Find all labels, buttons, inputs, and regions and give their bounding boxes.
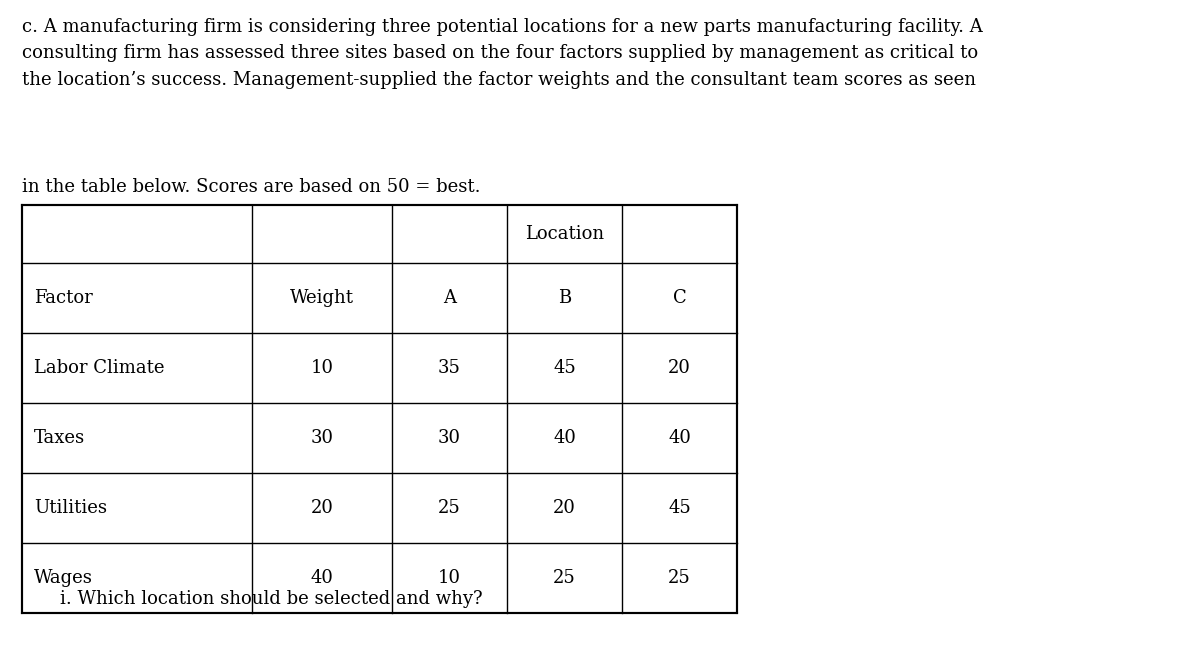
- Text: C: C: [673, 289, 686, 307]
- Text: 40: 40: [668, 429, 691, 447]
- Text: 20: 20: [668, 359, 691, 377]
- Text: Wages: Wages: [34, 569, 92, 587]
- Text: i. Which location should be selected and why?: i. Which location should be selected and…: [60, 590, 482, 608]
- Text: 25: 25: [438, 499, 461, 517]
- Text: 30: 30: [438, 429, 461, 447]
- Text: Utilities: Utilities: [34, 499, 107, 517]
- Text: 10: 10: [311, 359, 334, 377]
- Text: Weight: Weight: [290, 289, 354, 307]
- Text: 25: 25: [553, 569, 576, 587]
- Text: 20: 20: [553, 499, 576, 517]
- Text: 30: 30: [311, 429, 334, 447]
- Text: Taxes: Taxes: [34, 429, 85, 447]
- Text: B: B: [558, 289, 571, 307]
- Text: Factor: Factor: [34, 289, 92, 307]
- Text: Labor Climate: Labor Climate: [34, 359, 164, 377]
- Text: 45: 45: [553, 359, 576, 377]
- Text: 10: 10: [438, 569, 461, 587]
- Text: 35: 35: [438, 359, 461, 377]
- Text: 45: 45: [668, 499, 691, 517]
- Text: A: A: [443, 289, 456, 307]
- Text: 40: 40: [311, 569, 334, 587]
- Text: 25: 25: [668, 569, 691, 587]
- Text: Location: Location: [524, 225, 604, 243]
- Bar: [22, 205, 737, 613]
- Text: c. A manufacturing firm is considering three potential locations for a new parts: c. A manufacturing firm is considering t…: [22, 18, 983, 89]
- Text: in the table below. Scores are based on 50 = best.: in the table below. Scores are based on …: [22, 178, 480, 196]
- Text: 20: 20: [311, 499, 334, 517]
- Text: 40: 40: [553, 429, 576, 447]
